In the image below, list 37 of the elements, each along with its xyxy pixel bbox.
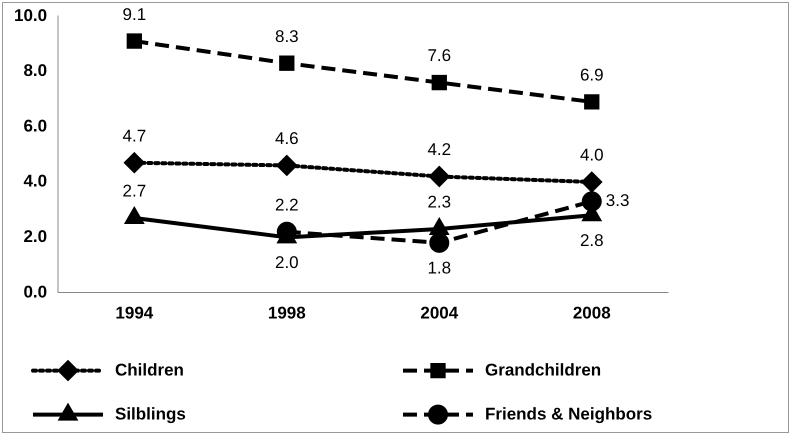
point bbox=[126, 33, 142, 49]
data-label: 1.8 bbox=[427, 258, 452, 278]
point bbox=[124, 152, 144, 173]
data-label: 4.2 bbox=[427, 140, 452, 160]
y-tick-label: 6.0 bbox=[23, 116, 48, 136]
y-tick-label: 2.0 bbox=[23, 227, 48, 246]
data-label: 9.1 bbox=[122, 4, 146, 24]
data-label: 8.3 bbox=[274, 26, 299, 46]
data-label: 2.8 bbox=[580, 230, 604, 250]
point bbox=[279, 56, 294, 71]
x-tick-label: 1994 bbox=[115, 303, 154, 322]
data-label: 2.3 bbox=[427, 192, 452, 212]
data-label: 2.7 bbox=[122, 182, 146, 201]
data-label: 3.3 bbox=[606, 191, 630, 210]
x-tick-label: 2004 bbox=[420, 303, 459, 322]
x-tick-label: 2008 bbox=[572, 303, 611, 322]
data-label: 4.0 bbox=[580, 146, 604, 165]
legend-label: Silblings bbox=[115, 404, 186, 424]
x-tick-label: 1998 bbox=[268, 303, 306, 322]
point bbox=[432, 74, 447, 90]
data-label: 2.0 bbox=[274, 253, 299, 272]
point bbox=[584, 94, 600, 110]
y-tick-label: 10.0 bbox=[14, 6, 48, 25]
data-label: 4.6 bbox=[274, 129, 299, 148]
legend-label: Children bbox=[115, 360, 184, 380]
data-label: 4.7 bbox=[122, 126, 146, 146]
data-label: 6.9 bbox=[580, 66, 604, 85]
point bbox=[582, 172, 602, 192]
legend-label: Grandchildren bbox=[485, 360, 602, 380]
point bbox=[276, 155, 297, 176]
point bbox=[429, 166, 450, 187]
legend-label: Friends & Neighbors bbox=[485, 404, 652, 424]
data-label: 7.6 bbox=[427, 46, 452, 66]
y-tick-label: 8.0 bbox=[23, 61, 48, 80]
data-label: 2.2 bbox=[274, 195, 299, 214]
y-tick-label: 0.0 bbox=[23, 282, 48, 302]
y-tick-label: 4.0 bbox=[23, 172, 48, 191]
